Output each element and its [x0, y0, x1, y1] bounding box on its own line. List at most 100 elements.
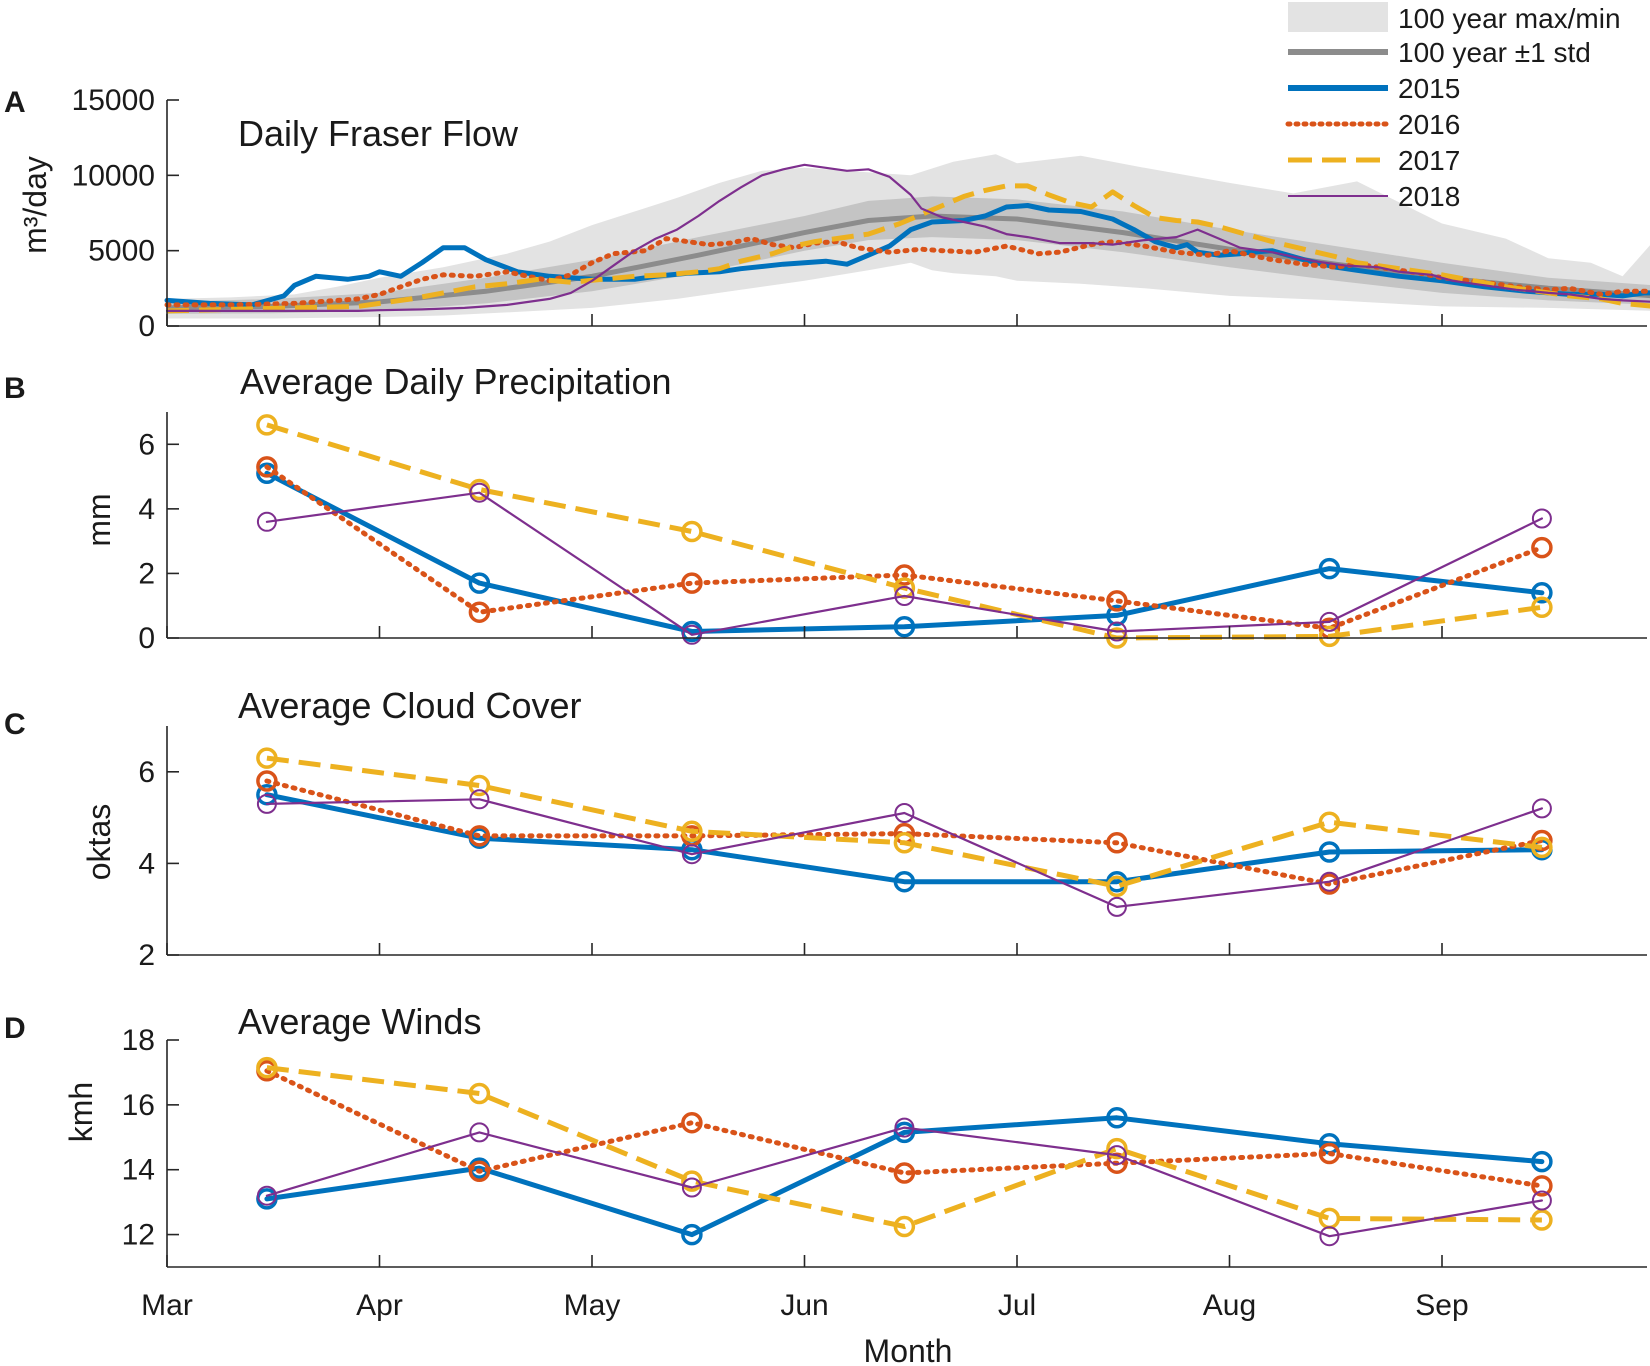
- panel-winds: 12 14 16 18 D Average Winds kmh: [4, 1001, 1647, 1268]
- flow-plot-area: [164, 154, 1650, 319]
- data-point-2018: [894, 586, 915, 606]
- data-point-2017: [1318, 625, 1341, 648]
- data-point-2016: [468, 825, 491, 847]
- data-point-2018: [469, 789, 490, 810]
- x-tick-label: Sep: [1415, 1289, 1468, 1322]
- y-tick-label: 5000: [88, 235, 155, 268]
- series-line-2015: [164, 203, 1650, 308]
- data-point-2018: [1531, 1190, 1552, 1211]
- data-point-2015: [681, 1223, 703, 1246]
- data-point-2017: [468, 1082, 491, 1105]
- legend-label-std: 100 year ±1 std: [1398, 37, 1591, 68]
- x-tick-label: Apr: [356, 1289, 403, 1322]
- y-tick-label: 15000: [72, 84, 155, 117]
- panel-letter-c: C: [4, 708, 26, 741]
- panel-letter-a: A: [4, 86, 26, 119]
- data-point-2017: [1318, 811, 1341, 833]
- y-tick-label: 0: [138, 622, 155, 655]
- flow-title: Daily Fraser Flow: [238, 113, 519, 154]
- data-point-2017: [681, 520, 703, 543]
- data-point-2015: [1106, 1107, 1128, 1129]
- data-point-2016: [681, 1111, 703, 1134]
- data-point-2017: [256, 414, 278, 436]
- series-line-2018: [265, 1126, 1543, 1238]
- data-point-2015: [1318, 841, 1341, 863]
- data-point-2018: [1531, 798, 1552, 819]
- data-point-2016: [1531, 536, 1553, 559]
- series-line-2017: [266, 755, 1543, 889]
- data-point-2017: [1531, 1209, 1553, 1231]
- series-line-2015: [264, 792, 1545, 885]
- data-point-2016: [1318, 1142, 1341, 1165]
- data-point-2015: [893, 1121, 916, 1144]
- data-point-2015: [1531, 582, 1553, 604]
- data-point-2017: [468, 774, 491, 797]
- panel-letter-d: D: [4, 1012, 26, 1045]
- cloud-cover-ylabel: oktas: [81, 804, 117, 880]
- data-point-2017: [681, 1170, 703, 1192]
- series-line-2016: [264, 464, 1545, 631]
- data-point-2015: [1531, 1150, 1553, 1173]
- data-point-2018: [681, 624, 702, 645]
- data-point-2016: [1531, 829, 1553, 852]
- data-point-2015: [1318, 557, 1341, 580]
- data-point-2018: [469, 482, 490, 503]
- winds-axes: 12 14 16 18: [122, 1024, 1647, 1268]
- y-tick-label: 2: [138, 939, 155, 972]
- y-tick-label: 18: [122, 1024, 155, 1057]
- data-point-2018: [1106, 896, 1127, 917]
- data-point-2018: [1531, 508, 1552, 529]
- y-tick-label: 10000: [72, 159, 155, 192]
- data-point-2017: [893, 832, 916, 854]
- panel-cloud-cover: 2 4 6 C Average Cloud Cover oktas: [4, 685, 1647, 972]
- series-line-2017: [166, 183, 1650, 314]
- y-tick-label: 16: [122, 1089, 155, 1122]
- series-line-2018: [265, 491, 1543, 636]
- series-line-2015: [264, 470, 1545, 634]
- data-point-2015: [893, 870, 916, 893]
- panel-letter-b: B: [4, 372, 26, 405]
- y-tick-label: 6: [138, 428, 155, 461]
- x-axis-label: Month: [864, 1333, 953, 1366]
- flow-ylabel: m³/day: [17, 156, 53, 254]
- legend: 100 year max/min 100 year ±1 std 2015 20…: [1285, 2, 1621, 212]
- data-point-2018: [1319, 871, 1340, 892]
- y-tick-label: 6: [138, 756, 155, 789]
- legend-label-2016: 2016: [1398, 109, 1460, 140]
- series-line-2018: [265, 798, 1543, 908]
- data-point-2017: [1531, 596, 1553, 619]
- precipitation-axes: 0 2 4 6: [138, 412, 1647, 655]
- x-tick-label: Mar: [141, 1289, 193, 1322]
- month-tick-labels: Mar Apr May Jun Jul Aug Sep: [141, 1289, 1469, 1322]
- data-point-2017: [893, 1215, 916, 1238]
- cloud-cover-plot-area: [256, 747, 1553, 917]
- data-point-2016: [1106, 832, 1128, 854]
- y-tick-label: 0: [138, 310, 155, 343]
- data-point-2017: [1531, 836, 1553, 859]
- data-point-2018: [681, 1177, 702, 1198]
- cloud-cover-axes: 2 4 6: [138, 726, 1647, 972]
- series-line-2016: [264, 1068, 1545, 1189]
- data-point-2016: [468, 1160, 491, 1183]
- data-point-2016: [1531, 1175, 1553, 1197]
- data-point-2016: [1106, 590, 1128, 612]
- precipitation-plot-area: [256, 414, 1553, 649]
- data-point-2017: [681, 820, 703, 843]
- legend-label-2015: 2015: [1398, 73, 1460, 104]
- x-tick-label: Jun: [780, 1289, 828, 1322]
- data-point-2016: [256, 770, 278, 792]
- data-point-2016: [893, 1162, 916, 1184]
- data-point-2015: [893, 615, 916, 638]
- y-tick-label: 2: [138, 557, 155, 590]
- y-tick-label: 14: [122, 1154, 155, 1187]
- data-point-2018: [1106, 621, 1127, 642]
- winds-plot-area: [256, 1056, 1553, 1247]
- panel-flow: 0 5000 10000 15000 A Daily Fraser Flow m³/d…: [4, 84, 1650, 343]
- data-point-2018: [256, 1185, 277, 1206]
- series-line-2018: [165, 163, 1650, 312]
- precipitation-ylabel: mm: [81, 493, 117, 546]
- y-tick-label: 4: [138, 847, 155, 880]
- winds-ylabel: kmh: [63, 1082, 99, 1142]
- data-point-2015: [468, 572, 491, 594]
